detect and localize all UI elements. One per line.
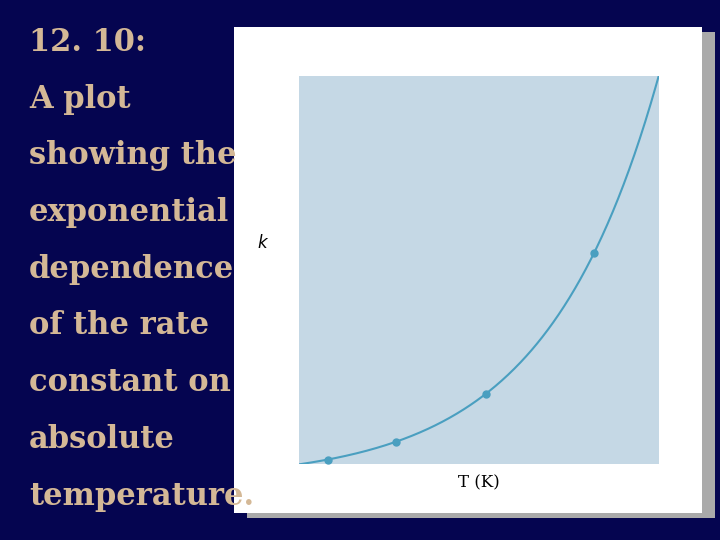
Text: showing the: showing the <box>29 140 236 171</box>
Text: of the rate: of the rate <box>29 310 209 341</box>
Text: exponential: exponential <box>29 197 229 228</box>
Text: constant on: constant on <box>29 367 230 398</box>
Text: T (K): T (K) <box>458 475 500 492</box>
Text: A plot: A plot <box>29 84 130 114</box>
Text: $k$: $k$ <box>257 234 269 252</box>
Text: temperature.: temperature. <box>29 481 254 511</box>
Text: absolute: absolute <box>29 424 175 455</box>
Text: 12. 10:: 12. 10: <box>29 27 146 58</box>
Text: dependence: dependence <box>29 254 234 285</box>
